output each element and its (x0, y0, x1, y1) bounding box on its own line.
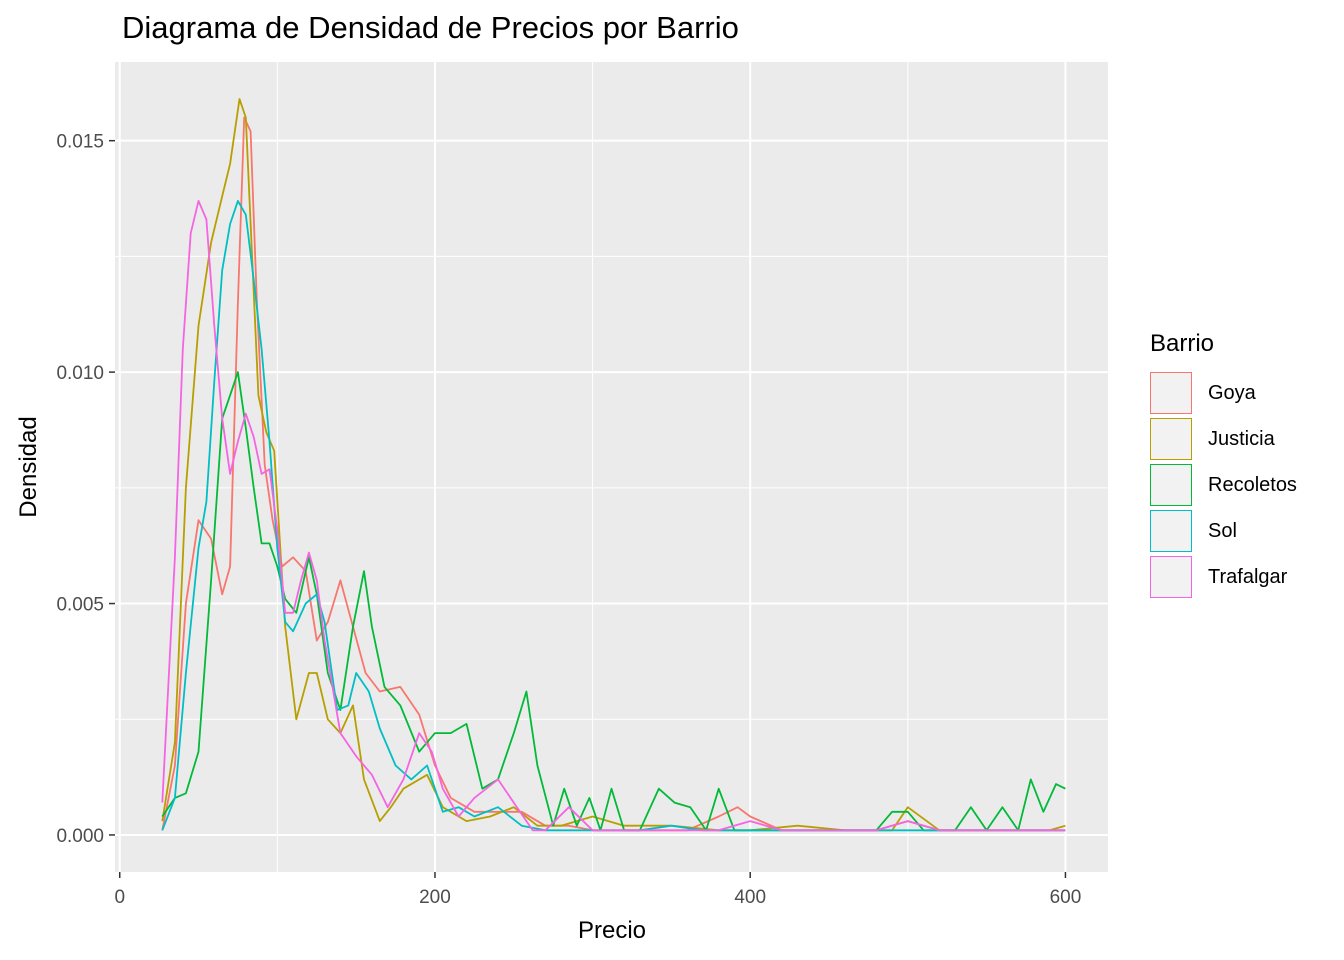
x-axis: 0 200 400 600 (114, 872, 1081, 908)
legend-item-sol: Sol (1150, 508, 1297, 554)
density-line-goya (161, 116, 1066, 832)
density-line-sol (161, 200, 1066, 832)
y-tick-label: 0.010 (56, 363, 104, 384)
y-tick-label: 0.005 (56, 595, 104, 616)
legend-item-recoletos: Recoletos (1150, 462, 1297, 508)
x-axis-title: Precio (578, 917, 646, 944)
y-axis: 0.000 0.005 0.010 0.015 (56, 132, 115, 847)
legend-label: Sol (1208, 519, 1237, 542)
density-lines (161, 98, 1066, 832)
legend-item-trafalgar: Trafalgar (1150, 554, 1297, 600)
y-tick-label: 0.015 (56, 132, 104, 153)
legend-label: Trafalgar (1208, 565, 1288, 588)
x-tick-label: 200 (419, 887, 451, 908)
density-line-trafalgar (161, 200, 1066, 832)
legend-key-swatch (1150, 464, 1192, 506)
y-tick-label: 0.000 (56, 826, 104, 847)
legend-key-swatch (1150, 372, 1192, 414)
chart-title: Diagrama de Densidad de Precios por Barr… (122, 10, 739, 45)
y-axis-title: Densidad (15, 416, 42, 517)
legend-title: Barrio (1150, 330, 1215, 357)
plot-panel (115, 62, 1108, 872)
legend-key-swatch (1150, 556, 1192, 598)
minor-gridlines (115, 62, 1108, 872)
legend-label: Goya (1208, 381, 1256, 404)
density-line-recoletos (161, 371, 1066, 832)
legend-key-swatch (1150, 418, 1192, 460)
x-tick-label: 0 (114, 887, 125, 908)
legend-label: Recoletos (1208, 473, 1297, 496)
legend-key-swatch (1150, 510, 1192, 552)
legend-item-goya: Goya (1150, 370, 1297, 416)
legend: Barrio Goya Justicia Recoletos Sol Trafalgar (1150, 330, 1297, 600)
x-tick-label: 600 (1050, 887, 1082, 908)
legend-items: Goya Justicia Recoletos Sol Trafalgar (1150, 370, 1297, 600)
x-tick-label: 400 (734, 887, 766, 908)
legend-item-justicia: Justicia (1150, 416, 1297, 462)
density-line-justicia (161, 98, 1066, 832)
legend-label: Justicia (1208, 427, 1275, 450)
major-gridlines (115, 62, 1108, 872)
